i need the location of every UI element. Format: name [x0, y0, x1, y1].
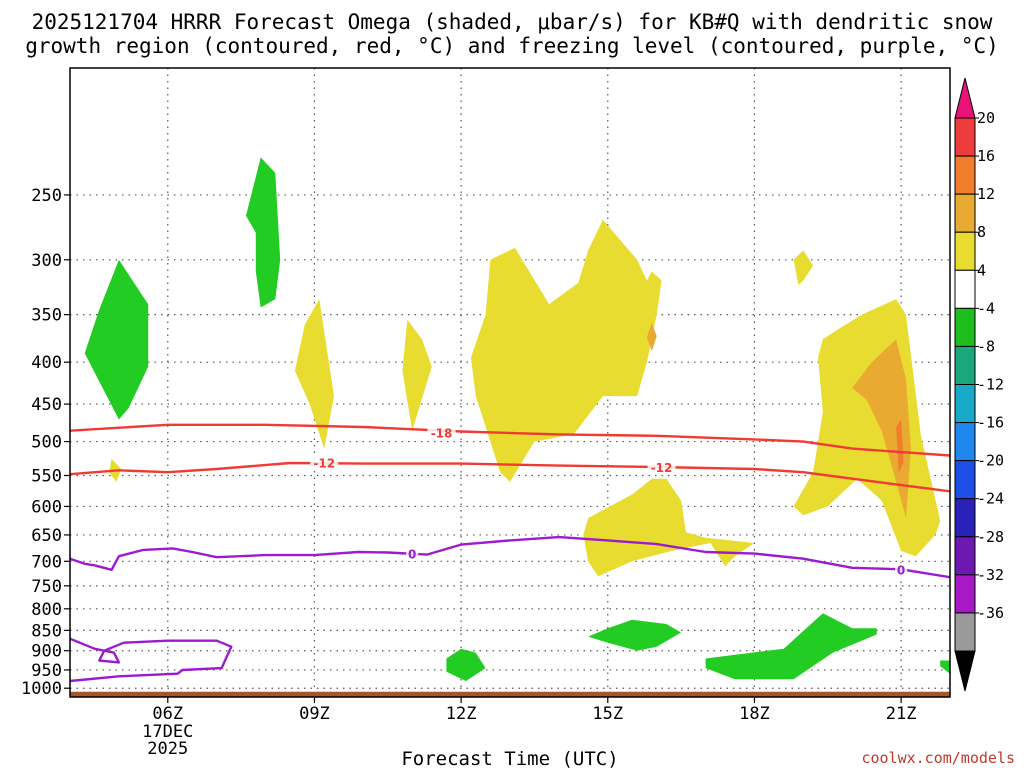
omega-region — [705, 613, 877, 680]
omega-region — [793, 299, 941, 557]
y-tick-label: 550 — [31, 466, 62, 486]
colorbar-segment — [954, 498, 976, 538]
colorbar-label: -36 — [977, 604, 1004, 622]
colorbar-bottom-arrow — [954, 650, 976, 692]
colorbar-segment — [954, 422, 976, 462]
omega-region — [793, 250, 814, 285]
colorbar-segment — [954, 155, 976, 195]
colorbar-label: -32 — [977, 566, 1004, 584]
contour-label-bg — [406, 547, 419, 562]
omega-region — [470, 219, 662, 482]
contour-label: 0 — [408, 548, 416, 562]
contour-label-bg — [895, 562, 908, 577]
chart-title-line2: growth region (contoured, red, °C) and f… — [25, 34, 999, 58]
x-tick-label: 15Z — [592, 704, 623, 724]
x-tick-label: 12Z — [446, 704, 477, 724]
omega-region — [583, 478, 755, 577]
omega-region — [940, 660, 950, 674]
contour-label-bg — [427, 425, 456, 440]
contour-label: 0 — [897, 563, 905, 577]
colorbar-label: -8 — [977, 337, 995, 355]
freezing-contour — [70, 535, 950, 579]
y-tick-label: 350 — [31, 306, 62, 326]
omega-region — [294, 299, 334, 449]
y-tick-label: 750 — [31, 577, 62, 597]
terrain-band — [70, 691, 950, 697]
plot-frame — [69, 67, 951, 698]
contour-lines — [70, 423, 950, 683]
y-tick-label: 900 — [31, 642, 62, 662]
colorbar-label: -4 — [977, 299, 995, 317]
omega-region — [446, 648, 486, 681]
contour-label-bg — [647, 460, 676, 475]
contour-label: -12 — [651, 461, 673, 475]
omega-shading — [84, 157, 950, 681]
dgz-contour — [70, 423, 950, 457]
colorbar-segment — [954, 269, 976, 309]
credit-text: coolwx.com/models — [861, 749, 1015, 767]
omega-region — [84, 259, 149, 420]
colorbar-label: -16 — [977, 414, 1004, 432]
contour-labels: -18 -12 -12 0 0 — [310, 425, 908, 577]
chart-title-line1: 2025121704 HRRR Forecast Omega (shaded, … — [32, 10, 993, 34]
colorbar-label: 4 — [977, 261, 986, 279]
colorbar-label: -24 — [977, 490, 1004, 508]
colorbar-segment — [954, 612, 976, 652]
y-tick-label: 850 — [31, 621, 62, 641]
colorbar-top-arrow — [954, 77, 976, 119]
y-tick-label: 650 — [31, 526, 62, 546]
omega-region — [646, 322, 657, 352]
x-axis-label: Forecast Time (UTC) — [401, 748, 618, 768]
x-tick-label: 06Z — [152, 704, 183, 724]
y-tick-label: 400 — [31, 353, 62, 373]
omega-region — [852, 339, 911, 519]
x-tick-label: 09Z — [299, 704, 330, 724]
x-tick-label: 18Z — [739, 704, 770, 724]
y-tick-label: 300 — [31, 251, 62, 271]
omega-region — [246, 157, 281, 308]
dgz-contour — [70, 461, 950, 493]
colorbar-label: 12 — [977, 185, 995, 203]
colorbar-label: 16 — [977, 147, 995, 165]
colorbar-label: -28 — [977, 528, 1004, 546]
colorbar-segment — [954, 307, 976, 347]
colorbar-label: 20 — [977, 109, 995, 127]
y-tick-label: 250 — [31, 186, 62, 206]
colorbar-segment — [954, 574, 976, 614]
y-tick-label: 500 — [31, 433, 62, 453]
colorbar-label: -12 — [977, 376, 1004, 394]
omega-region — [588, 619, 682, 651]
colorbar-segment — [954, 536, 976, 576]
terrain-band — [70, 691, 950, 697]
colorbar: 20 16 12 8 4 -4 -8 -12 -16 -20 -24 -28 -32 -36 — [954, 77, 1004, 692]
contour-label: -12 — [313, 456, 335, 470]
x-tick-label: 21Z — [886, 704, 917, 724]
omega-region — [896, 419, 904, 473]
colorbar-segment — [954, 117, 976, 157]
y-axis: 2503003504004505005506006507007508008509… — [21, 186, 70, 699]
y-tick-label: 950 — [31, 661, 62, 681]
y-tick-label: 1000 — [21, 679, 62, 699]
freezing-contour — [70, 637, 233, 683]
colorbar-label: -20 — [977, 452, 1004, 470]
grid — [70, 68, 950, 697]
y-tick-label: 800 — [31, 600, 62, 620]
y-tick-label: 450 — [31, 395, 62, 415]
colorbar-segment — [954, 231, 976, 271]
x-date-label: 2025 — [147, 739, 188, 759]
colorbar-segment — [954, 193, 976, 233]
colorbar-segment — [954, 345, 976, 385]
contour-label: -18 — [431, 426, 453, 440]
contour-label-bg — [310, 455, 339, 470]
colorbar-label: 8 — [977, 223, 986, 241]
y-tick-label: 600 — [31, 497, 62, 517]
colorbar-segment — [954, 384, 976, 424]
y-tick-label: 700 — [31, 552, 62, 572]
x-date-label: 17DEC — [142, 722, 193, 742]
omega-region — [402, 319, 432, 431]
colorbar-segment — [954, 460, 976, 500]
